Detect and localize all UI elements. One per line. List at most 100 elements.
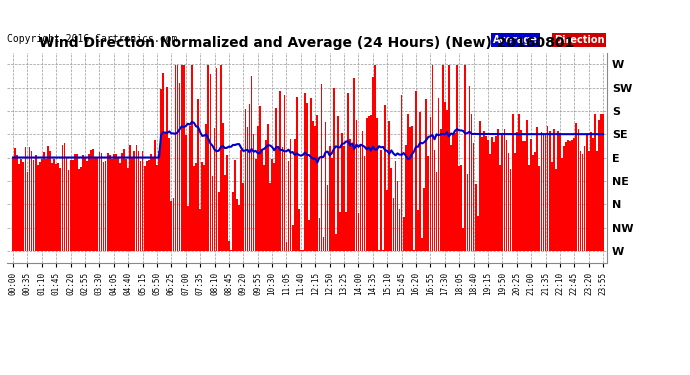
Bar: [119, 163, 121, 251]
Bar: [177, 65, 179, 251]
Bar: [335, 234, 337, 251]
Bar: [201, 162, 203, 251]
Bar: [571, 140, 573, 251]
Bar: [378, 250, 380, 251]
Bar: [382, 250, 384, 251]
Bar: [248, 104, 250, 251]
Bar: [70, 160, 72, 251]
Bar: [553, 129, 555, 251]
Bar: [487, 140, 489, 251]
Bar: [78, 170, 80, 251]
Bar: [483, 131, 484, 251]
Bar: [575, 123, 578, 251]
Bar: [183, 65, 184, 251]
Bar: [444, 102, 446, 251]
Bar: [540, 132, 542, 251]
Bar: [529, 165, 530, 251]
Bar: [115, 154, 117, 251]
Bar: [448, 65, 450, 251]
Bar: [522, 141, 524, 251]
Bar: [471, 114, 473, 251]
Bar: [462, 228, 464, 251]
Bar: [137, 152, 139, 251]
Bar: [218, 192, 219, 251]
Bar: [279, 92, 282, 251]
Bar: [386, 190, 388, 251]
Bar: [559, 133, 561, 251]
Bar: [240, 150, 242, 251]
Bar: [495, 136, 497, 251]
Bar: [51, 164, 53, 251]
Bar: [139, 161, 141, 251]
Bar: [430, 117, 431, 251]
Bar: [74, 154, 76, 251]
Bar: [565, 142, 567, 251]
Bar: [339, 212, 341, 251]
Bar: [435, 172, 437, 251]
Bar: [195, 163, 197, 251]
Bar: [170, 201, 172, 251]
Bar: [76, 154, 78, 251]
Bar: [199, 209, 201, 251]
Bar: [250, 76, 253, 251]
Bar: [300, 250, 302, 251]
Bar: [504, 129, 505, 251]
Bar: [524, 141, 526, 251]
Bar: [424, 188, 425, 251]
Bar: [401, 94, 402, 251]
Bar: [126, 159, 127, 251]
Bar: [415, 90, 417, 251]
Bar: [41, 159, 43, 251]
Bar: [43, 152, 45, 251]
Bar: [514, 153, 515, 251]
Bar: [288, 161, 289, 251]
Bar: [374, 65, 376, 251]
Bar: [191, 65, 193, 251]
Bar: [403, 217, 404, 251]
Bar: [290, 139, 291, 251]
Bar: [242, 183, 244, 251]
Bar: [485, 136, 486, 251]
Bar: [325, 122, 326, 251]
Bar: [466, 174, 469, 251]
Bar: [164, 133, 166, 251]
Bar: [141, 151, 144, 251]
Bar: [407, 114, 408, 251]
Bar: [534, 152, 536, 251]
Bar: [12, 157, 14, 251]
Bar: [37, 165, 39, 251]
Bar: [372, 77, 374, 251]
Bar: [95, 158, 96, 251]
Bar: [61, 145, 63, 251]
Bar: [580, 151, 582, 251]
Bar: [343, 146, 345, 251]
Bar: [263, 165, 265, 251]
Bar: [310, 98, 312, 251]
Bar: [47, 146, 49, 251]
Bar: [19, 164, 20, 251]
Bar: [154, 140, 156, 251]
Bar: [185, 135, 186, 251]
Bar: [411, 126, 413, 251]
Bar: [197, 99, 199, 251]
Bar: [578, 129, 580, 251]
Bar: [388, 122, 390, 251]
Bar: [212, 176, 213, 251]
Bar: [464, 65, 466, 251]
Bar: [546, 126, 549, 251]
Bar: [594, 114, 595, 251]
Bar: [226, 155, 228, 251]
Bar: [30, 151, 32, 251]
Bar: [63, 142, 66, 251]
Bar: [107, 153, 108, 251]
Text: Direction: Direction: [553, 35, 604, 45]
Bar: [232, 192, 234, 251]
Bar: [512, 114, 513, 251]
Bar: [329, 146, 331, 251]
Bar: [189, 126, 190, 251]
Bar: [563, 146, 565, 251]
Bar: [168, 138, 170, 251]
Bar: [590, 132, 591, 251]
Bar: [236, 199, 238, 251]
Bar: [214, 128, 215, 251]
